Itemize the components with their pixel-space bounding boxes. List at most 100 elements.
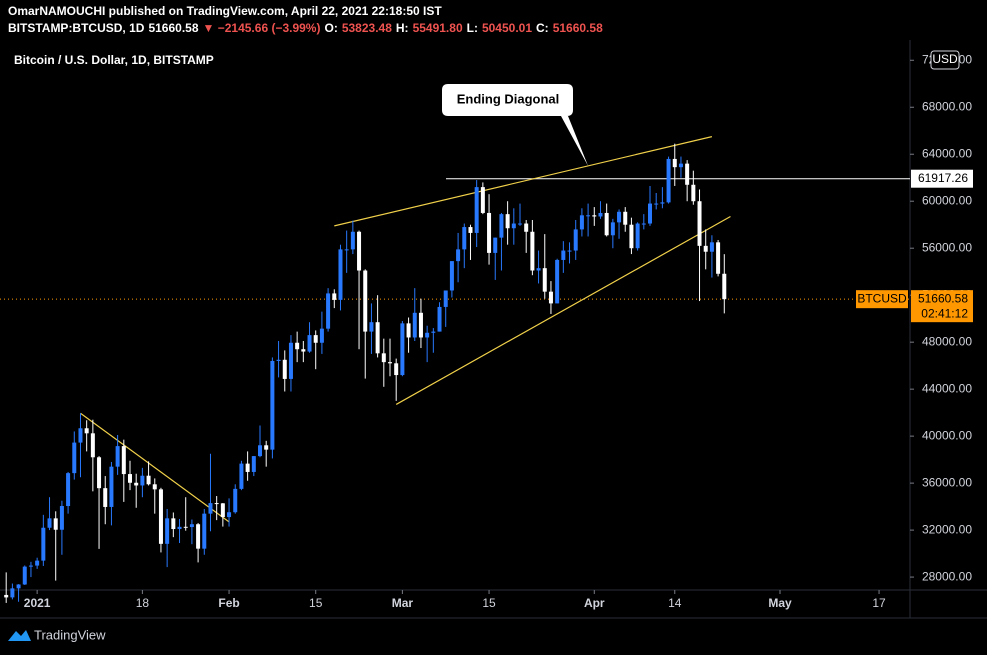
- logo-icon: [8, 630, 31, 641]
- x-tick-label: 17: [872, 596, 886, 610]
- publish-info: OmarNAMOUCHI published on TradingView.co…: [8, 4, 442, 18]
- candle-body: [629, 224, 634, 249]
- candle-body: [109, 466, 114, 507]
- candle-body: [666, 158, 671, 203]
- candle-body: [177, 526, 182, 530]
- candle-body: [245, 463, 250, 472]
- candle-body: [183, 526, 188, 528]
- candle-body: [344, 249, 349, 251]
- candle-body: [16, 584, 21, 589]
- brand-name[interactable]: TradingView: [34, 627, 106, 642]
- candle-body: [635, 223, 640, 249]
- legend-part: L:: [467, 21, 478, 35]
- candle-body: [400, 323, 405, 376]
- candle-body: [332, 293, 337, 300]
- candle-body: [449, 261, 454, 291]
- candle-body: [158, 489, 163, 544]
- candle-body: [524, 223, 529, 232]
- candle-body: [152, 484, 157, 490]
- candle-body: [239, 463, 244, 489]
- candle-body: [431, 331, 436, 333]
- chart-title: Bitcoin / U.S. Dollar, 1D, BITSTAMP: [14, 53, 214, 67]
- candle-body: [641, 223, 646, 225]
- candle-body: [220, 503, 225, 518]
- candle-body: [363, 270, 368, 332]
- candle-body: [561, 250, 566, 260]
- candle-body: [140, 475, 145, 486]
- legend-part: C:: [536, 21, 549, 35]
- candle-body: [28, 565, 33, 567]
- candle-body: [530, 231, 535, 271]
- legend-part: BITSTAMP:BTCUSD, 1D: [8, 21, 145, 35]
- candle-body: [4, 594, 9, 598]
- plot-area: [0, 84, 910, 603]
- candle-body: [146, 475, 151, 485]
- y-tick-label: 32000.00: [922, 522, 972, 536]
- trendline: [80, 412, 230, 523]
- candle-body: [270, 360, 275, 450]
- candle-body: [84, 428, 89, 434]
- candle-body: [660, 202, 665, 204]
- candle-body: [388, 362, 392, 364]
- candle-body: [604, 212, 609, 236]
- candle-body: [437, 306, 442, 332]
- candle-body: [53, 518, 58, 530]
- legend-part: 50450.01: [482, 21, 532, 35]
- callout-box: [442, 84, 589, 166]
- y-tick-label: 56000.00: [922, 240, 972, 254]
- x-tick-label: 15: [482, 596, 496, 610]
- candle-body: [567, 250, 572, 252]
- candle-body: [536, 268, 541, 271]
- candle-body: [208, 503, 213, 514]
- candle-body: [468, 227, 473, 233]
- y-tick-label: 64000.00: [922, 146, 972, 160]
- candle-body: [307, 335, 312, 352]
- candle-body: [703, 245, 708, 252]
- candle-body: [716, 242, 721, 274]
- candle-body: [474, 187, 479, 233]
- candle-body: [573, 229, 578, 251]
- candle-body: [406, 323, 411, 338]
- price-badge: [911, 290, 973, 323]
- candle-body: [115, 446, 120, 467]
- candle-body: [511, 223, 516, 229]
- candle-body: [72, 442, 77, 474]
- candle-body: [586, 215, 591, 217]
- candle-body: [319, 328, 324, 343]
- y-tick-label: 60000.00: [922, 193, 972, 207]
- symbol-label: BTCUSD: [857, 291, 907, 305]
- candle-body: [691, 184, 696, 202]
- candle-body: [35, 560, 40, 566]
- candle-body: [542, 268, 547, 292]
- candle-body: [394, 363, 399, 376]
- hline-label: 61917.26: [918, 171, 968, 185]
- candle-body: [66, 473, 71, 507]
- candle-body: [610, 222, 615, 236]
- candle-body: [623, 211, 628, 225]
- candle-body: [295, 342, 300, 350]
- candle-body: [313, 335, 318, 343]
- legend-part: ▼ −2145.66 (−3.99%): [203, 21, 321, 35]
- candle-body: [672, 158, 677, 168]
- y-tick-label: 40000.00: [922, 428, 972, 442]
- x-tick-label: Feb: [218, 596, 239, 610]
- countdown-label: 02:41:12: [921, 306, 968, 320]
- candle-body: [443, 290, 448, 307]
- x-tick-label: 2021: [24, 596, 51, 610]
- candle-body: [288, 342, 293, 379]
- trendline: [395, 215, 731, 405]
- candle-body: [722, 273, 727, 300]
- candle-body: [697, 201, 702, 246]
- brand-logo: [8, 630, 31, 641]
- candle-body: [555, 259, 560, 304]
- symbol-legend: BITSTAMP:BTCUSD, 1D 51660.58 ▼ −2145.66 (−…: [8, 21, 603, 35]
- candle-body: [258, 445, 262, 457]
- y-tick-label: 68000.00: [922, 99, 972, 113]
- candle-body: [227, 512, 232, 518]
- candle-body: [499, 214, 504, 238]
- x-tick-label: 15: [309, 596, 323, 610]
- candle-body: [59, 506, 64, 530]
- candle-body: [592, 215, 597, 217]
- candle-body: [598, 212, 603, 217]
